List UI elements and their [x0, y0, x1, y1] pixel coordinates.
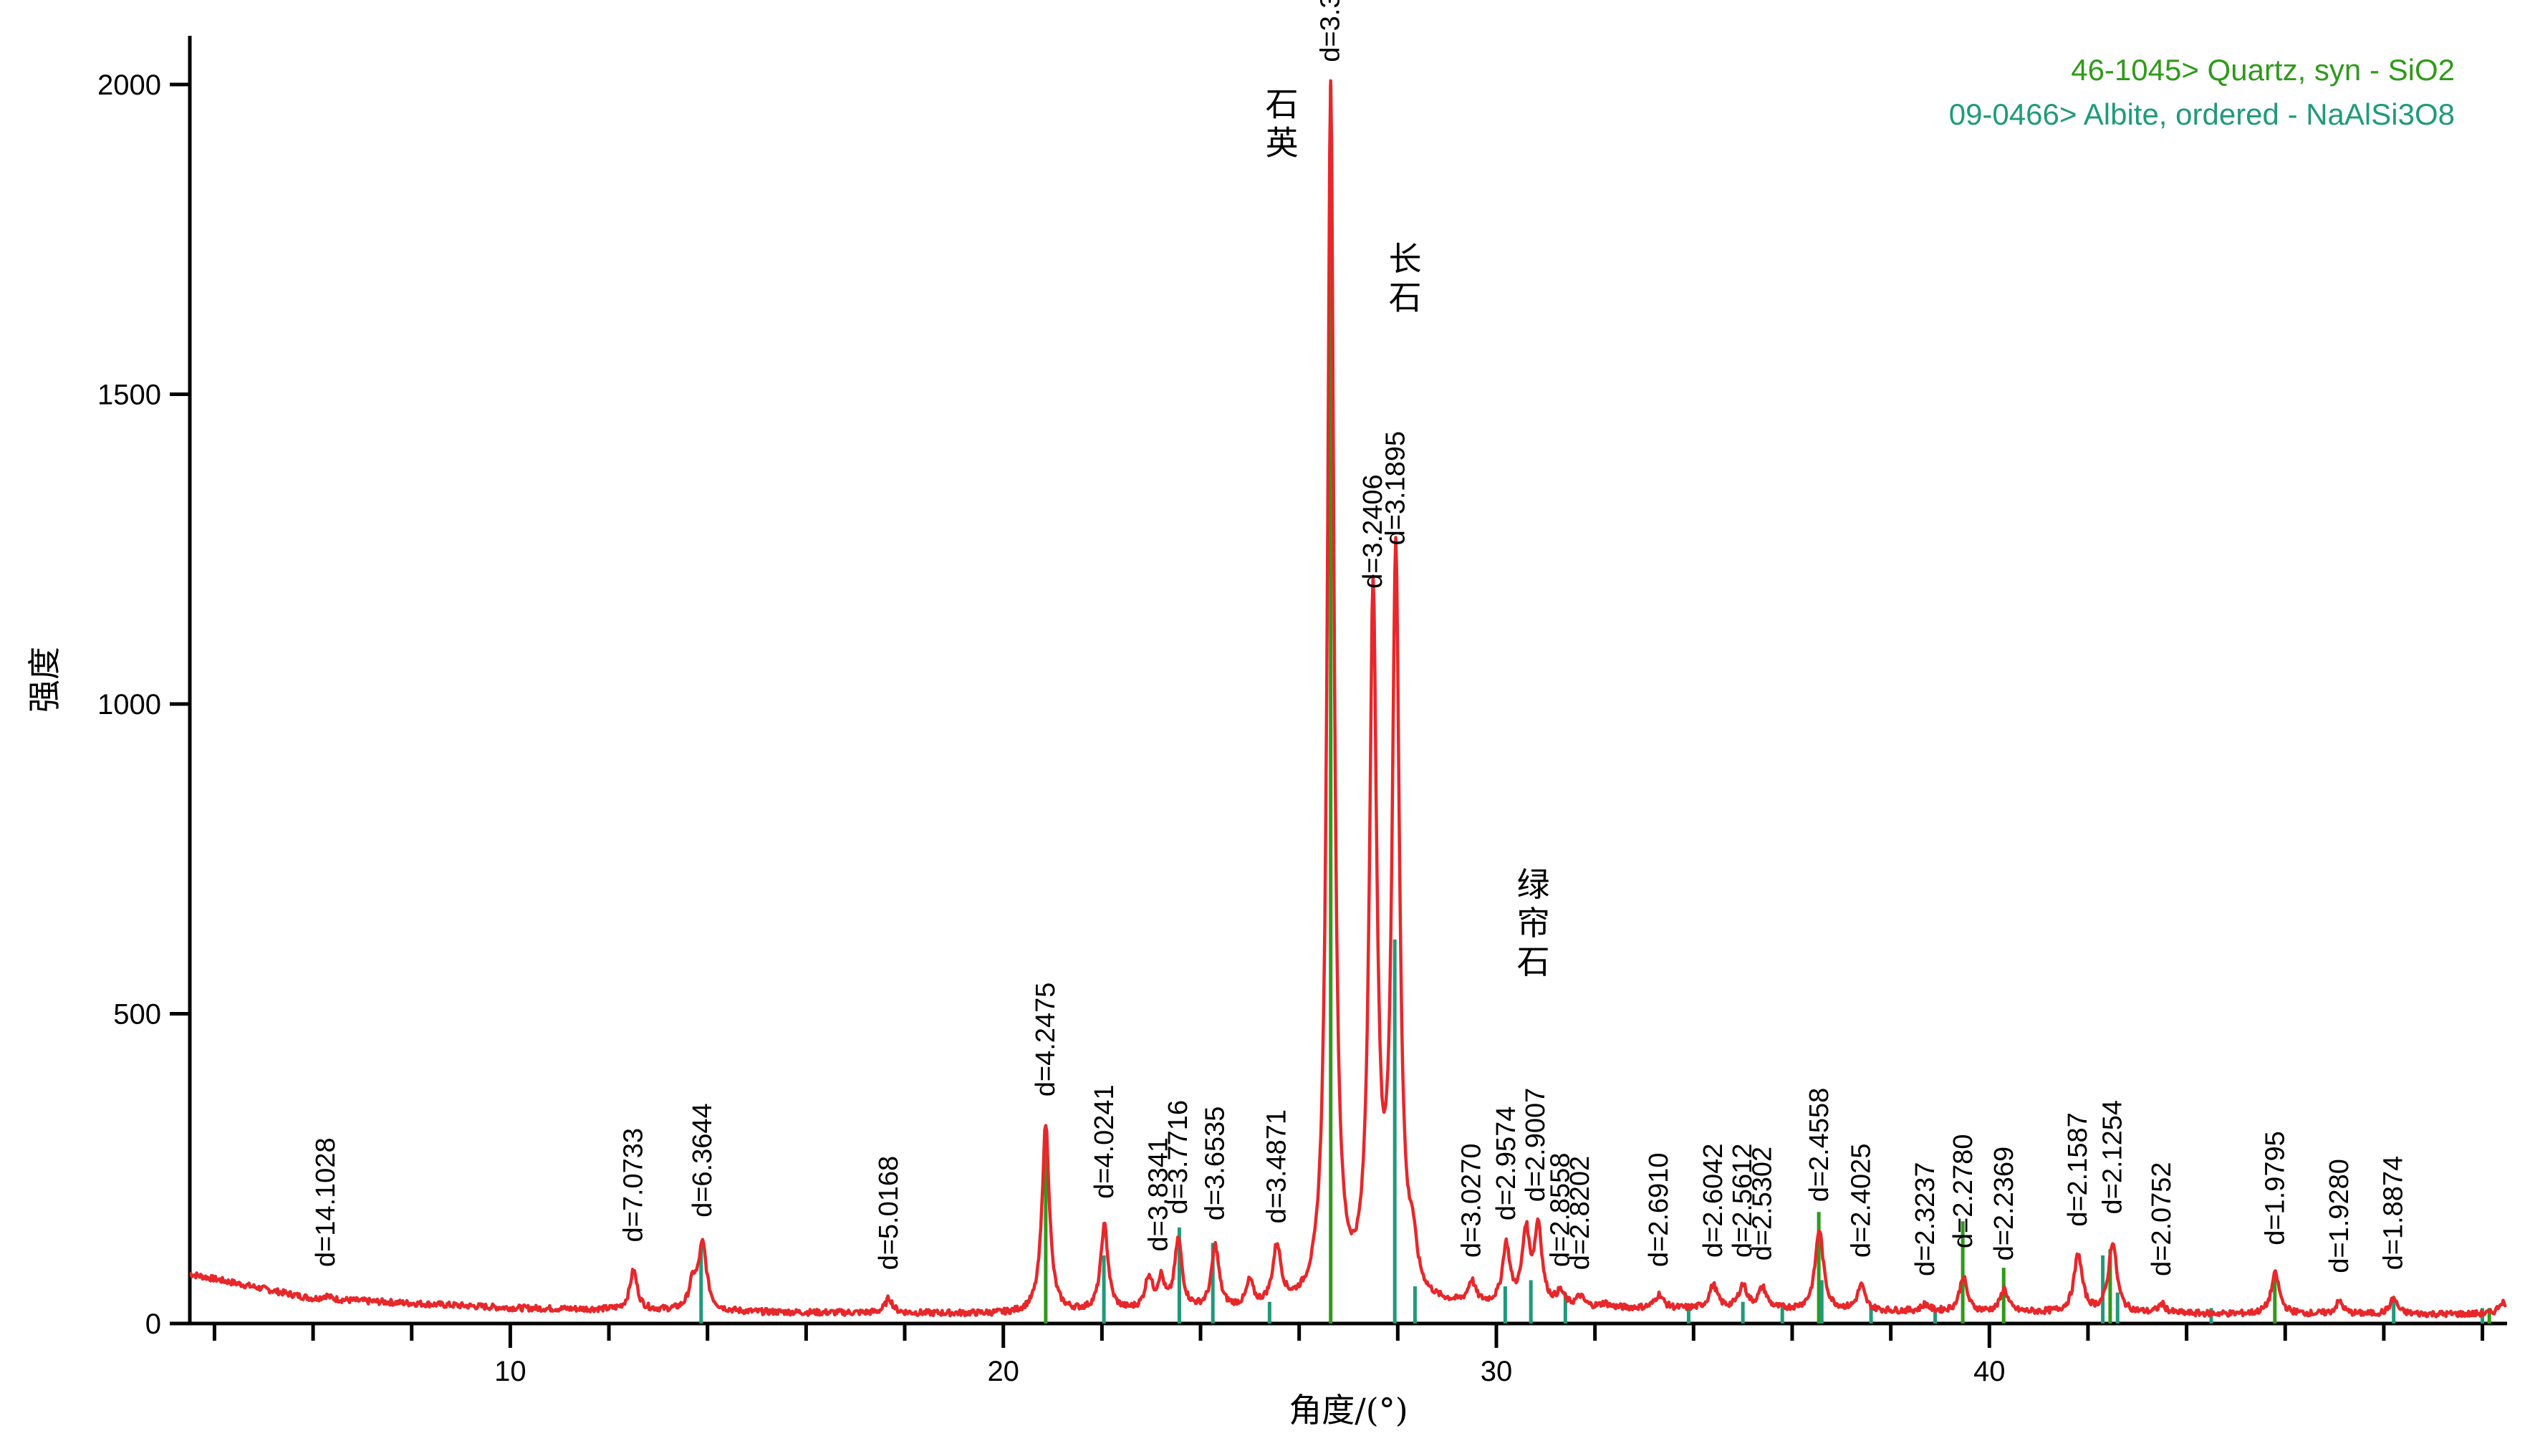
peak-label: d=3.0270 [1457, 1144, 1487, 1258]
peak-label: d=3.4871 [1262, 1109, 1292, 1224]
peak-label: d=5.0168 [874, 1156, 904, 1271]
y-tick-label: 500 [113, 999, 161, 1031]
legend-entry: 09-0466> Albite, ordered - NaAlSi3O8 [1949, 97, 2455, 131]
y-tick-label: 1000 [97, 689, 161, 720]
mineral-annotation: 长石 [1389, 240, 1422, 317]
peak-label: d=2.8202 [1565, 1156, 1595, 1271]
peak-label: d=3.7716 [1163, 1100, 1193, 1215]
mineral-annotation: 石英 [1266, 85, 1299, 162]
peak-labels: d=14.1028 d=7.0733 d=6.3644 d=5.0168 d=4.247… [311, 0, 2409, 1276]
peak-label: d=1.8874 [2379, 1156, 2409, 1271]
y-tick-label: 0 [145, 1308, 161, 1340]
peak-label: d=2.3237 [1910, 1162, 1940, 1276]
x-axis-title: 角度/(°) [1289, 1391, 1408, 1430]
peak-label: d=2.2780 [1948, 1134, 1978, 1249]
peak-label: d=2.1254 [2097, 1100, 2127, 1215]
legend-entry: 46-1045> Quartz, syn - SiO2 [2071, 53, 2455, 87]
peak-label: d=2.5612 [1728, 1144, 1758, 1258]
y-tick-label: 1500 [97, 380, 161, 411]
axes [188, 36, 2507, 1326]
peak-label: d=6.3644 [688, 1103, 718, 1218]
peak-label: d=2.1587 [2063, 1112, 2093, 1227]
peak-label: d=2.4025 [1846, 1144, 1876, 1258]
peak-label: d=7.0733 [619, 1128, 649, 1243]
peak-label: d=2.2369 [1989, 1147, 2019, 1261]
legend: 46-1045> Quartz, syn - SiO2 09-0466> Albi… [1949, 53, 2455, 131]
y-ticks: 0 500 1000 1500 2000 [97, 69, 190, 1340]
peak-label: d=2.6042 [1698, 1144, 1728, 1258]
peak-label: d=2.8558 [1546, 1153, 1576, 1268]
x-tick-label: 40 [1973, 1356, 2006, 1387]
peak-label: d=1.9280 [2324, 1159, 2354, 1273]
peak-label: d=2.4558 [1804, 1088, 1834, 1202]
peak-label: d=3.6535 [1201, 1107, 1231, 1221]
peak-label: d=2.5302 [1748, 1147, 1778, 1261]
x-tick-label: 20 [987, 1356, 1019, 1387]
x-ticks: 10 20 30 40 [212, 1324, 2485, 1387]
y-axis-title: 强度 [25, 647, 64, 713]
peak-label: d=2.9574 [1491, 1107, 1521, 1221]
xrd-pattern-line [189, 79, 2507, 1318]
peak-label: d=2.9007 [1521, 1088, 1551, 1202]
x-tick-label: 30 [1481, 1356, 1513, 1387]
peak-label: d=2.6910 [1644, 1153, 1674, 1268]
x-tick-label: 10 [494, 1356, 526, 1387]
peak-label: d=4.2475 [1031, 983, 1061, 1097]
peak-label: d=1.9795 [2261, 1131, 2291, 1245]
peak-label: d=2.0752 [2147, 1162, 2177, 1276]
peak-label: d=3.1895 [1381, 431, 1411, 546]
y-tick-label: 2000 [97, 69, 161, 101]
peak-label: d=3.8341 [1144, 1137, 1174, 1252]
peak-label: d=3.2406 [1358, 474, 1388, 589]
peak-label: d=14.1028 [311, 1137, 341, 1267]
peak-label: d=4.0241 [1089, 1084, 1120, 1199]
peak-label: d=3.3412 [1316, 0, 1346, 62]
mineral-annotation: 绿帘石 [1517, 865, 1550, 981]
